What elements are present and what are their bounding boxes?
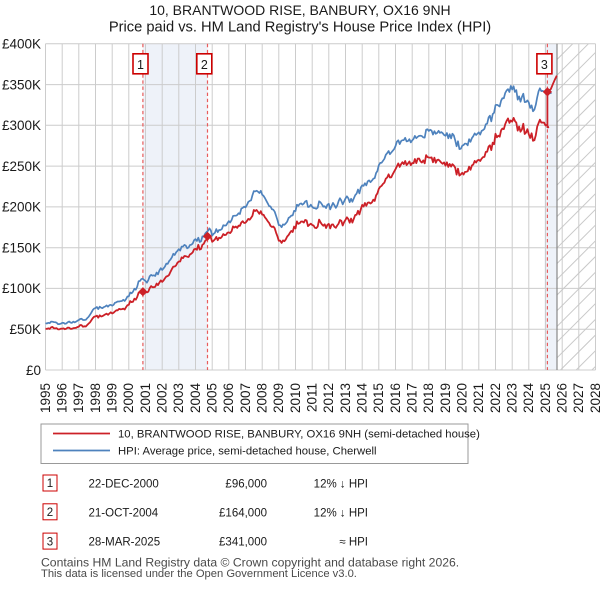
- svg-text:2010: 2010: [288, 383, 303, 413]
- svg-text:2016: 2016: [388, 383, 403, 413]
- svg-text:2028: 2028: [588, 383, 600, 413]
- svg-text:2017: 2017: [405, 383, 420, 413]
- svg-text:2009: 2009: [271, 383, 286, 413]
- svg-text:2022: 2022: [488, 383, 503, 413]
- svg-text:2026: 2026: [555, 383, 570, 413]
- svg-text:1: 1: [137, 58, 144, 72]
- svg-text:£164,000: £164,000: [219, 507, 267, 519]
- svg-text:HPI: Average price, semi-detac: HPI: Average price, semi-detached house,…: [118, 446, 377, 458]
- svg-text:2014: 2014: [355, 383, 370, 414]
- svg-text:2021: 2021: [471, 383, 486, 413]
- svg-text:2008: 2008: [255, 383, 270, 413]
- svg-text:£0: £0: [26, 363, 41, 378]
- svg-text:2020: 2020: [455, 383, 470, 413]
- svg-text:£250K: £250K: [2, 159, 41, 174]
- svg-text:2003: 2003: [171, 383, 186, 413]
- svg-text:£350K: £350K: [2, 77, 41, 92]
- svg-text:2023: 2023: [505, 383, 520, 413]
- svg-text:2: 2: [47, 507, 53, 519]
- svg-text:2013: 2013: [338, 383, 353, 413]
- svg-text:Price paid vs. HM Land Registr: Price paid vs. HM Land Registry's House …: [109, 20, 491, 36]
- svg-text:2002: 2002: [154, 383, 169, 413]
- svg-text:3: 3: [47, 536, 53, 548]
- svg-text:This data is licensed under th: This data is licensed under the Open Gov…: [41, 568, 357, 580]
- svg-text:2015: 2015: [371, 383, 386, 413]
- svg-text:2027: 2027: [571, 383, 586, 413]
- svg-text:2019: 2019: [438, 383, 453, 413]
- svg-text:1999: 1999: [104, 383, 119, 413]
- svg-text:1995: 1995: [38, 383, 53, 413]
- svg-text:Contains HM Land Registry data: Contains HM Land Registry data © Crown c…: [41, 556, 459, 570]
- svg-text:2000: 2000: [121, 383, 136, 413]
- svg-text:10, BRANTWOOD RISE, BANBURY, O: 10, BRANTWOOD RISE, BANBURY, OX16 9NH (s…: [118, 429, 480, 441]
- svg-text:2024: 2024: [521, 383, 536, 414]
- svg-text:£100K: £100K: [2, 281, 41, 296]
- svg-text:2011: 2011: [305, 383, 320, 412]
- svg-text:2007: 2007: [238, 383, 253, 413]
- svg-text:21-OCT-2004: 21-OCT-2004: [89, 507, 159, 519]
- svg-text:£50K: £50K: [9, 322, 41, 337]
- svg-text:12% ↓ HPI: 12% ↓ HPI: [314, 479, 368, 491]
- svg-text:12% ↓ HPI: 12% ↓ HPI: [314, 507, 368, 519]
- svg-text:2001: 2001: [138, 383, 153, 413]
- svg-text:2004: 2004: [188, 383, 203, 414]
- svg-text:£150K: £150K: [2, 241, 41, 256]
- svg-text:22-DEC-2000: 22-DEC-2000: [89, 479, 159, 491]
- svg-text:3: 3: [541, 58, 548, 72]
- svg-text:£200K: £200K: [2, 200, 41, 215]
- svg-text:1996: 1996: [54, 383, 69, 413]
- svg-text:28-MAR-2025: 28-MAR-2025: [89, 537, 161, 549]
- svg-text:2012: 2012: [321, 383, 336, 413]
- svg-text:1: 1: [47, 478, 53, 490]
- svg-text:1997: 1997: [71, 383, 86, 413]
- svg-text:£400K: £400K: [2, 37, 41, 52]
- svg-text:1998: 1998: [88, 383, 103, 413]
- svg-text:£341,000: £341,000: [219, 537, 267, 549]
- svg-text:2005: 2005: [204, 383, 219, 413]
- svg-text:2018: 2018: [421, 383, 436, 413]
- svg-text:10, BRANTWOOD RISE, BANBURY, O: 10, BRANTWOOD RISE, BANBURY, OX16 9NH: [149, 2, 450, 18]
- svg-text:2025: 2025: [538, 383, 553, 413]
- svg-text:2006: 2006: [221, 383, 236, 413]
- svg-text:2: 2: [201, 58, 208, 72]
- svg-text:£96,000: £96,000: [225, 479, 267, 491]
- svg-text:≈ HPI: ≈ HPI: [339, 537, 368, 549]
- svg-text:£300K: £300K: [2, 118, 41, 133]
